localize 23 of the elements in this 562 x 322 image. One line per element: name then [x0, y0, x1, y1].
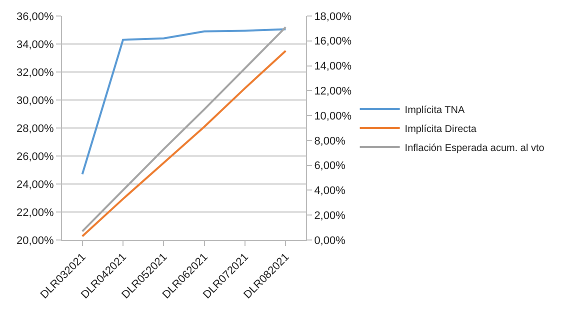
y2-tick-label: 8,00%: [314, 135, 346, 148]
y-tick-label: 20,00%: [16, 234, 54, 247]
y2-tick-label: 0,00%: [314, 234, 346, 247]
y2-tick-label: 4,00%: [314, 185, 346, 198]
y2-tick-label: 10,00%: [314, 110, 352, 122]
y2-tick-label: 6,00%: [314, 160, 346, 172]
y2-tick-label: 2,00%: [314, 210, 346, 222]
line-series: [81, 28, 287, 176]
legend-label: Inflación Esperada acum. al vto: [404, 142, 545, 154]
y2-tick-label: 16,00%: [314, 36, 352, 48]
legend-label: Implícita TNA: [404, 104, 465, 116]
y-tick-label: 32,00%: [16, 66, 54, 79]
y-tick-label: 36,00%: [16, 10, 54, 23]
y2-tick-label: 18,00%: [314, 10, 352, 23]
y-tick-label: 22,00%: [16, 206, 54, 219]
y-tick-label: 34,00%: [16, 38, 54, 51]
legend-label: Implícita Directa: [404, 124, 477, 135]
y-tick-label: 30,00%: [16, 94, 54, 107]
y-tick-label: 28,00%: [16, 122, 54, 135]
y2-tick-label: 14,00%: [314, 60, 352, 73]
y-tick-label: 24,00%: [16, 178, 54, 191]
y2-tick-label: 12,00%: [314, 86, 352, 98]
y-tick-label: 26,00%: [16, 150, 54, 163]
